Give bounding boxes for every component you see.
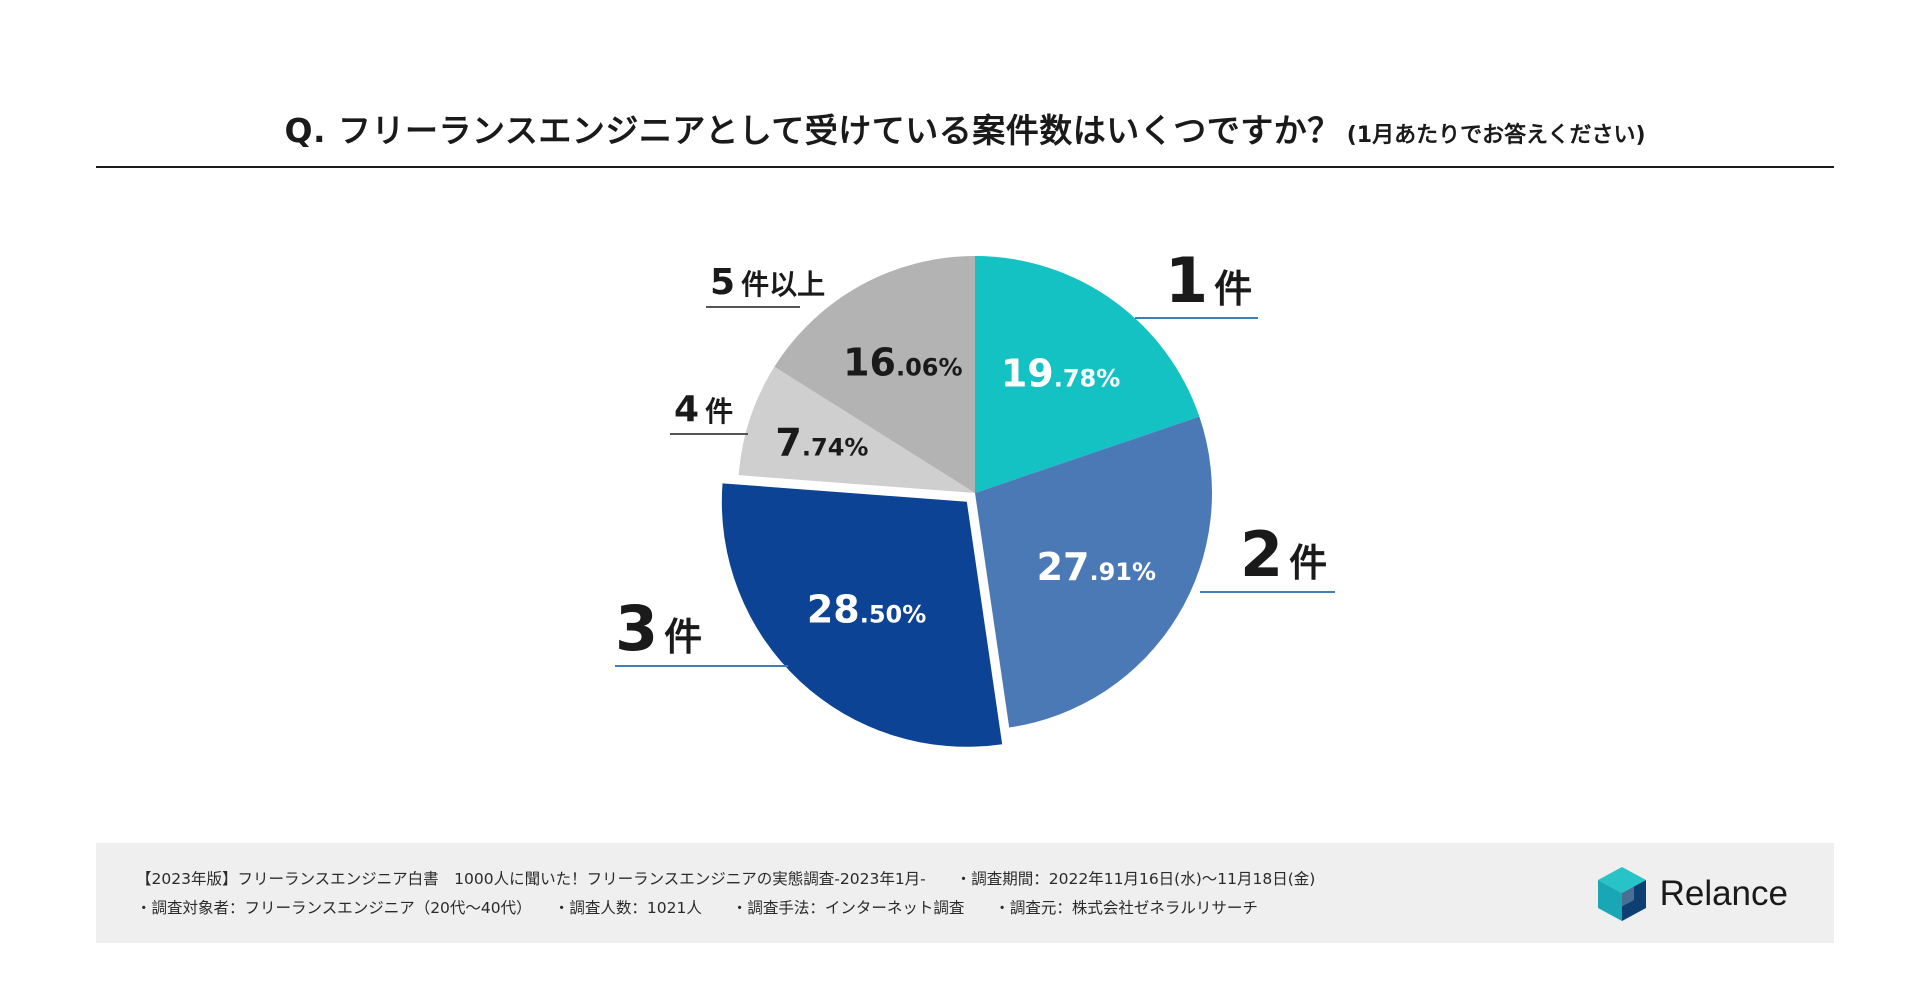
question-text: Q. フリーランスエンジニアとして受けている案件数はいくつですか？ xyxy=(284,111,1341,150)
relance-logo: Relance xyxy=(1596,865,1788,923)
survey-info: 【2023年版】フリーランスエンジニア白書 1000人に聞いた！フリーランスエン… xyxy=(136,865,1315,923)
survey-target: ・調査対象者：フリーランスエンジニア（20代〜40代） xyxy=(136,899,524,917)
chart-title: Q. フリーランスエンジニアとして受けている案件数はいくつですか？ (1月あたりで… xyxy=(96,104,1834,152)
pie-slice-5 xyxy=(774,256,975,493)
relance-cube-icon xyxy=(1597,867,1646,921)
survey-source: 【2023年版】フリーランスエンジニア白書 1000人に聞いた！フリーランスエン… xyxy=(136,870,926,888)
slice-value-label-5: 16.06% xyxy=(843,340,962,384)
question-note: (1月あたりでお答えください) xyxy=(1346,123,1646,148)
pie-slice-3 xyxy=(721,483,1003,747)
survey-org: ・調査元：株式会社ゼネラルリサーチ xyxy=(994,899,1258,917)
slice-value-label-3: 28.50% xyxy=(807,587,926,631)
title-divider xyxy=(96,166,1834,168)
category-label-5: 5 件以上 xyxy=(710,262,825,303)
survey-period: ・調査期間：2022年11月16日(水)〜11月18日(金) xyxy=(955,870,1316,888)
survey-count: ・調査人数：1021人 xyxy=(553,899,702,917)
logo-text: Relance xyxy=(1659,874,1788,913)
slice-value-label-1: 19.78% xyxy=(1001,352,1120,396)
pie-slice-1 xyxy=(975,256,1200,493)
slice-value-label-4: 7.74% xyxy=(775,421,868,465)
survey-method: ・調査手法：インターネット調査 xyxy=(731,899,965,917)
pie-slice-2 xyxy=(975,416,1212,728)
pie-slice-4 xyxy=(738,366,975,493)
survey-info-line-1: 【2023年版】フリーランスエンジニア白書 1000人に聞いた！フリーランスエン… xyxy=(136,865,1315,894)
footer-panel: 【2023年版】フリーランスエンジニア白書 1000人に聞いた！フリーランスエン… xyxy=(96,843,1834,943)
survey-info-line-2: ・調査対象者：フリーランスエンジニア（20代〜40代） ・調査人数：1021人 ・調… xyxy=(136,894,1315,923)
slice-value-label-2: 27.91% xyxy=(1037,545,1156,589)
